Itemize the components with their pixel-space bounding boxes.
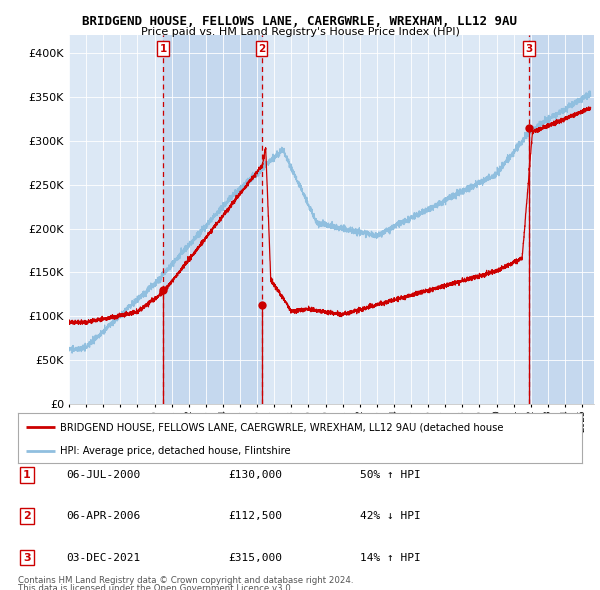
Text: 1: 1 (160, 44, 167, 54)
Text: 06-JUL-2000: 06-JUL-2000 (66, 470, 140, 480)
Text: 03-DEC-2021: 03-DEC-2021 (66, 553, 140, 562)
Text: 3: 3 (526, 44, 533, 54)
Text: HPI: Average price, detached house, Flintshire: HPI: Average price, detached house, Flin… (60, 445, 291, 455)
Bar (529, 35, 594, 404)
Text: 50% ↑ HPI: 50% ↑ HPI (360, 470, 421, 480)
Text: £315,000: £315,000 (228, 553, 282, 562)
Text: 2: 2 (23, 512, 31, 521)
Text: 06-APR-2006: 06-APR-2006 (66, 512, 140, 521)
Text: 42% ↓ HPI: 42% ↓ HPI (360, 512, 421, 521)
Text: Price paid vs. HM Land Registry's House Price Index (HPI): Price paid vs. HM Land Registry's House … (140, 27, 460, 37)
Text: This data is licensed under the Open Government Licence v3.0.: This data is licensed under the Open Gov… (18, 584, 293, 590)
Text: 2: 2 (258, 44, 265, 54)
Text: BRIDGEND HOUSE, FELLOWS LANE, CAERGWRLE, WREXHAM, LL12 9AU: BRIDGEND HOUSE, FELLOWS LANE, CAERGWRLE,… (83, 15, 517, 28)
Bar (163, 35, 262, 404)
Text: £112,500: £112,500 (228, 512, 282, 521)
Text: £130,000: £130,000 (228, 470, 282, 480)
Text: BRIDGEND HOUSE, FELLOWS LANE, CAERGWRLE, WREXHAM, LL12 9AU (detached house: BRIDGEND HOUSE, FELLOWS LANE, CAERGWRLE,… (60, 422, 504, 432)
Text: 14% ↑ HPI: 14% ↑ HPI (360, 553, 421, 562)
Text: 3: 3 (23, 553, 31, 562)
Text: 1: 1 (23, 470, 31, 480)
Text: Contains HM Land Registry data © Crown copyright and database right 2024.: Contains HM Land Registry data © Crown c… (18, 576, 353, 585)
